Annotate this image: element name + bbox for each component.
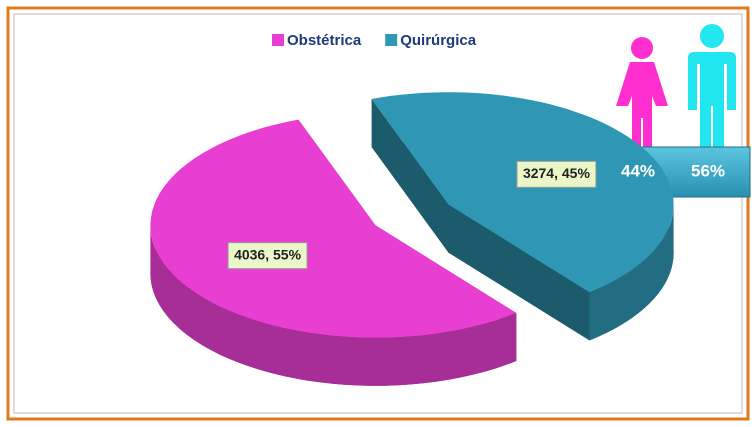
- slice-wall: [371, 99, 449, 253]
- slice-wall: [448, 204, 590, 341]
- slice-side: [150, 225, 517, 386]
- slice-side: [589, 204, 674, 341]
- plot-border: [13, 13, 743, 414]
- female-icon: [616, 37, 668, 152]
- slice: [371, 92, 674, 341]
- legend-label: Obstétrica: [287, 32, 362, 49]
- legend-swatch: [385, 34, 398, 46]
- data-label: 3274, 45%: [523, 165, 590, 181]
- male-icon: [688, 24, 736, 156]
- inset-label: 56%: [691, 161, 725, 180]
- data-label: 4036, 55%: [234, 246, 301, 262]
- slice-top: [150, 119, 517, 338]
- slice: [150, 119, 517, 386]
- data-label-box: [516, 160, 597, 188]
- data-label-box: [227, 242, 308, 270]
- legend-label: Quirúrgica: [400, 32, 477, 49]
- inset-label: 44%: [621, 161, 655, 180]
- slice-top: [371, 92, 674, 293]
- legend-swatch: [272, 34, 284, 46]
